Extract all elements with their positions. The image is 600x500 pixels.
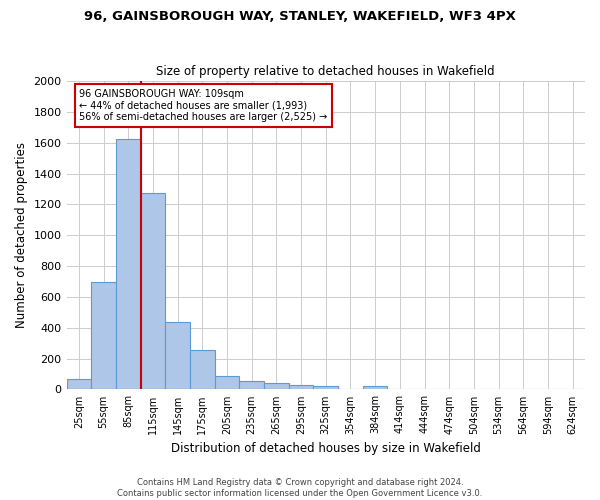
Bar <box>91 282 116 390</box>
Bar <box>67 380 91 390</box>
Bar <box>190 350 215 390</box>
X-axis label: Distribution of detached houses by size in Wakefield: Distribution of detached houses by size … <box>171 442 481 455</box>
Bar <box>313 386 338 390</box>
Bar <box>289 385 313 390</box>
Bar <box>165 322 190 390</box>
Title: Size of property relative to detached houses in Wakefield: Size of property relative to detached ho… <box>157 66 495 78</box>
Bar <box>264 384 289 390</box>
Text: Contains HM Land Registry data © Crown copyright and database right 2024.
Contai: Contains HM Land Registry data © Crown c… <box>118 478 482 498</box>
Bar <box>363 386 388 390</box>
Text: 96, GAINSBOROUGH WAY, STANLEY, WAKEFIELD, WF3 4PX: 96, GAINSBOROUGH WAY, STANLEY, WAKEFIELD… <box>84 10 516 23</box>
Text: 96 GAINSBOROUGH WAY: 109sqm
← 44% of detached houses are smaller (1,993)
56% of : 96 GAINSBOROUGH WAY: 109sqm ← 44% of det… <box>79 89 328 122</box>
Bar <box>116 139 140 390</box>
Bar <box>239 381 264 390</box>
Y-axis label: Number of detached properties: Number of detached properties <box>15 142 28 328</box>
Bar <box>140 193 165 390</box>
Bar <box>215 376 239 390</box>
